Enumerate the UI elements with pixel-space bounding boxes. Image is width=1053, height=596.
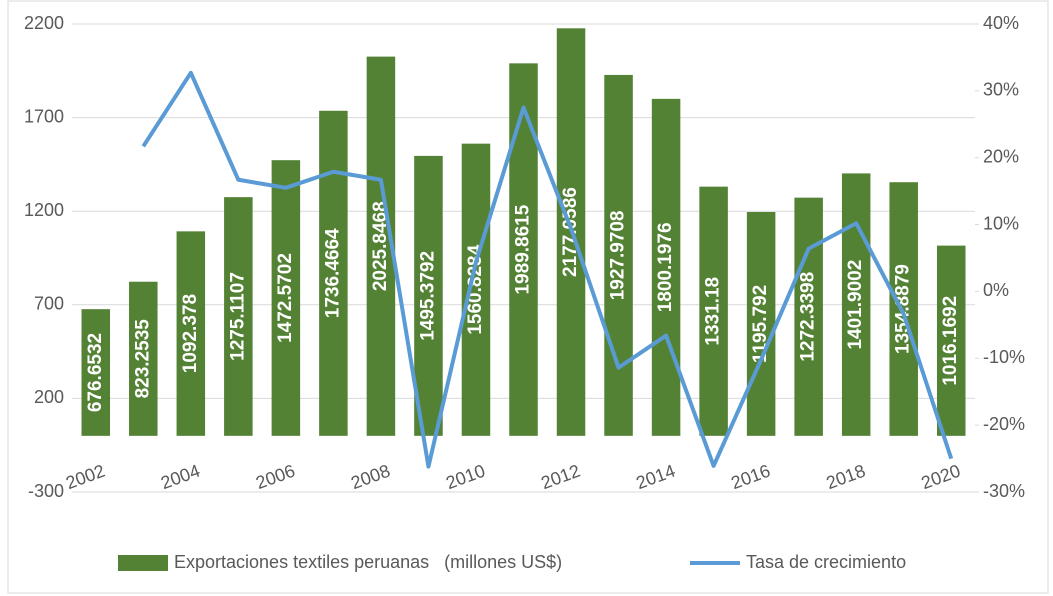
bar (414, 155, 443, 436)
bar (794, 197, 823, 436)
bar (271, 160, 301, 436)
bar-value-label: 1560.8284 (465, 244, 486, 334)
x-tick-label: 2016 (728, 461, 772, 493)
bar (176, 231, 206, 436)
bar-value-label: 2025.8468 (370, 201, 391, 291)
bar-value-label: 1495.3792 (417, 251, 438, 341)
line (141, 70, 954, 469)
bar (129, 281, 158, 436)
bar-value-label: 1401.9002 (845, 260, 866, 350)
bar-value-label: 1275.1107 (227, 272, 248, 361)
bar-value-label: 1989.8615 (513, 204, 534, 294)
bar-value-label: 676.6532 (85, 333, 106, 412)
bar-value-label: 1736.4664 (322, 228, 343, 318)
y2-tick-label: -20% (983, 414, 1025, 434)
x-tick-label: 2008 (348, 461, 392, 493)
bar (889, 182, 918, 436)
y2-tick-label: 40% (983, 13, 1019, 33)
chart-border (7, 0, 1049, 594)
bar-value-label: 1927.9708 (608, 210, 629, 300)
y2-tick-label: 10% (983, 213, 1019, 233)
x-tick-label: 2004 (158, 461, 202, 493)
y2-tick-label: 0% (983, 280, 1009, 300)
bar (81, 309, 111, 436)
bar-value-label: 823.2535 (132, 319, 153, 399)
legend-label: Exportaciones textiles peruanas (millone… (174, 552, 562, 572)
bar (841, 173, 871, 436)
y-tick-label: 1200 (24, 200, 64, 220)
bar (699, 186, 728, 436)
bar-value-label: 1331.18 (703, 277, 724, 346)
x-tick-label: 2014 (633, 461, 677, 493)
bar-value-label: 1016.1692 (940, 296, 961, 386)
y2-tick-label: -10% (983, 347, 1025, 367)
bar (224, 197, 253, 436)
bar-value-label: 1800.1976 (655, 222, 676, 312)
x-tick-label: 2018 (824, 461, 868, 493)
y-tick-label: 700 (34, 294, 64, 314)
y2-tick-label: 30% (983, 80, 1019, 100)
bar-value-label: 1472.5702 (275, 253, 296, 343)
y2-tick-label: 20% (983, 146, 1019, 166)
bar (651, 98, 681, 436)
y-tick-label: 1700 (24, 106, 64, 126)
y-tick-label: 2200 (24, 13, 64, 33)
x-tick-label: 2002 (63, 461, 107, 493)
bar (936, 245, 966, 436)
bar-value-label: 1195.792 (750, 285, 771, 363)
x-tick-label: 2012 (538, 461, 582, 493)
bar (746, 211, 776, 436)
legend-swatch (118, 555, 168, 571)
x-tick-label: 2020 (919, 461, 963, 493)
x-tick-label: 2006 (253, 461, 297, 493)
x-tick-label: 2010 (443, 461, 487, 493)
bar (604, 74, 633, 436)
y-tick-label: 200 (34, 387, 64, 407)
legend-label: Tasa de crecimiento (746, 552, 906, 572)
bar (461, 143, 491, 436)
bar-value-label: 1092.378 (180, 294, 201, 373)
y-tick-label: -300 (28, 481, 64, 501)
bar (319, 110, 348, 436)
bar-value-label: 1272.3398 (798, 272, 819, 362)
y2-tick-label: -30% (983, 481, 1025, 501)
bar (509, 63, 538, 436)
